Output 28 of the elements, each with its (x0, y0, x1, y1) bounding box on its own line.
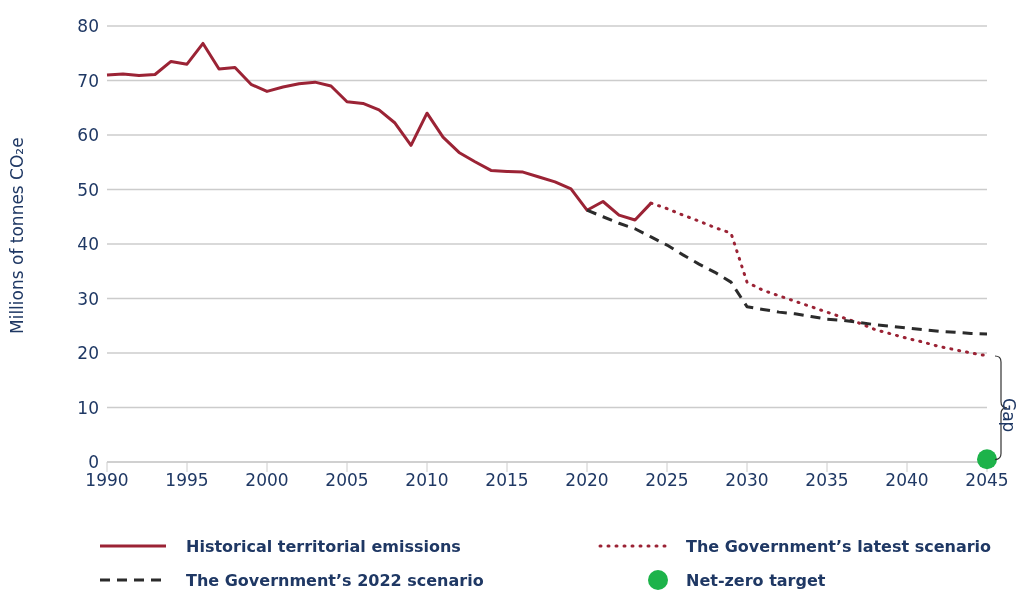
y-tick-label: 40 (77, 234, 99, 255)
line-series (585, 208, 989, 336)
x-tick-label: 2045 (965, 470, 1009, 491)
y-tick-label: 70 (77, 70, 99, 91)
y-tick-label: 50 (77, 179, 99, 200)
x-tick-label: 2035 (805, 470, 849, 491)
x-tick-label: 2015 (485, 470, 529, 491)
text: Gap (999, 397, 1019, 432)
legend-label: The Government’s latest scenario (686, 536, 992, 556)
legend-label: The Government’s 2022 scenario (186, 570, 484, 590)
y-tick-label: 20 (77, 343, 99, 364)
x-tick-label: 2020 (565, 470, 609, 491)
x-tick-label: 2005 (325, 470, 369, 491)
x-tick-label: 2030 (725, 470, 769, 491)
x-tick-label: 2010 (405, 470, 449, 491)
x-tick-label: 1995 (165, 470, 209, 491)
y-tick-label: 30 (77, 288, 99, 309)
y-tick-label: 10 (77, 397, 99, 418)
y-axis-title: Millions of tonnes CO₂e (7, 137, 28, 334)
x-tick-label: 2000 (245, 470, 289, 491)
legend-label: Historical territorial emissions (186, 536, 461, 556)
y-tick-label: 0 (88, 452, 99, 473)
x-tick-label: 2040 (885, 470, 929, 491)
legend-label: Net-zero target (686, 570, 826, 590)
x-tick-label: 1990 (85, 470, 129, 491)
x-tick-label: 2025 (645, 470, 689, 491)
y-tick-label: 80 (77, 16, 99, 37)
y-tick-label: 60 (77, 125, 99, 146)
